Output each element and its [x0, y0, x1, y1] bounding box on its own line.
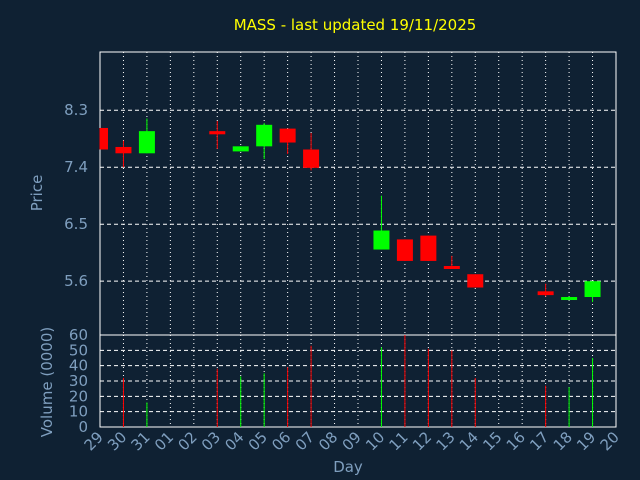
price-tick-label: 6.5	[64, 215, 88, 233]
x-tick-label: 05	[245, 428, 271, 454]
price-tick-label: 5.6	[64, 272, 88, 290]
volume-tick-label: 10	[69, 403, 88, 421]
volume-tick-label: 60	[69, 326, 88, 344]
x-axis-label: Day	[333, 458, 363, 476]
candle-body	[537, 291, 554, 296]
x-tick-label: 02	[174, 428, 200, 454]
candle-10	[373, 195, 390, 250]
candle-03	[209, 121, 226, 149]
volume-grid	[99, 335, 617, 427]
candle-body	[420, 235, 437, 261]
candle-12	[420, 235, 437, 261]
candle-body	[232, 146, 249, 152]
x-tick-label: 19	[573, 428, 599, 454]
volume-bars	[122, 335, 594, 427]
volume-tick-label: 0	[78, 418, 88, 436]
candle-body	[467, 274, 484, 288]
candle-body	[396, 239, 413, 261]
x-tick-label: 20	[597, 428, 623, 454]
chart-title: MASS - last updated 19/11/2025	[234, 16, 477, 34]
x-tick-label: 09	[339, 428, 365, 454]
x-tick-label: 18	[550, 428, 576, 454]
candle-body	[279, 128, 296, 143]
candle-05	[256, 122, 273, 159]
candle-body	[303, 149, 320, 168]
candle-30	[115, 140, 132, 168]
candle-14	[467, 274, 484, 288]
x-tick-label: 11	[386, 428, 412, 454]
volume-axis-label: Volume (0000)	[38, 327, 56, 437]
price-tick-label: 7.4	[64, 158, 88, 176]
candle-07	[303, 133, 320, 171]
candle-06	[279, 128, 296, 154]
candle-18	[561, 296, 578, 301]
volume-tick-label: 50	[69, 341, 88, 359]
candle-body	[100, 127, 108, 150]
x-tick-label: 08	[315, 428, 341, 454]
price-axis-label: Price	[28, 175, 46, 212]
x-tick-label: 14	[456, 428, 482, 454]
candle-04	[232, 146, 249, 152]
candle-31	[138, 118, 155, 154]
x-tick-label: 17	[526, 428, 552, 454]
candle-body	[373, 230, 390, 250]
volume-panel-frame	[99, 334, 617, 428]
volume-tick-label: 40	[69, 357, 88, 375]
candle-body	[443, 265, 460, 269]
candle-13	[443, 255, 460, 269]
price-tick-label: 8.3	[64, 101, 88, 119]
volume-tick-label: 30	[69, 372, 88, 390]
x-tick-label: 03	[198, 428, 224, 454]
candle-body	[561, 297, 578, 301]
x-tick-label: 04	[221, 428, 247, 454]
volume-tick-label: 20	[69, 387, 88, 405]
x-tick-label: 16	[503, 428, 529, 454]
x-tick-labels: 2930310102030405060708091011121314151617…	[81, 428, 623, 454]
x-tick-label: 07	[292, 428, 318, 454]
candles	[99, 118, 601, 303]
x-tick-label: 31	[128, 428, 154, 454]
x-tick-label: 12	[409, 428, 435, 454]
candle-29	[99, 127, 108, 150]
price-tick-labels: 8.3 7.4 6.5 5.6	[64, 101, 88, 290]
candle-body	[209, 131, 226, 135]
candle-body	[115, 146, 132, 154]
candle-17	[537, 283, 554, 297]
price-grid	[99, 52, 617, 335]
x-tick-label: 13	[432, 428, 458, 454]
candle-body	[584, 281, 601, 298]
candle-body	[138, 131, 155, 154]
x-tick-label: 10	[362, 428, 388, 454]
candle-19	[584, 281, 601, 303]
candle-11	[396, 239, 413, 261]
x-tick-label: 06	[268, 428, 294, 454]
x-tick-label: 15	[479, 428, 505, 454]
x-tick-label: 01	[151, 428, 177, 454]
x-tick-label: 30	[104, 428, 130, 454]
candle-body	[256, 124, 273, 147]
